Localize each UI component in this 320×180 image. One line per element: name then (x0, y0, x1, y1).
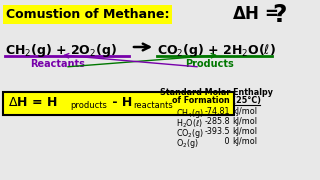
Text: of Formation (25°C): of Formation (25°C) (172, 96, 260, 105)
Text: kJ/mol: kJ/mol (232, 137, 257, 146)
Text: Standard Molar Enthalpy: Standard Molar Enthalpy (159, 88, 273, 97)
Text: kJ/mol: kJ/mol (232, 107, 257, 116)
Text: 0: 0 (212, 137, 230, 146)
Text: CH$_4$(g): CH$_4$(g) (176, 107, 204, 120)
Text: - H: - H (108, 96, 132, 109)
Text: CO$_2$(g): CO$_2$(g) (176, 127, 204, 140)
Text: CH$_2$(g) + 2O$_2$(g): CH$_2$(g) + 2O$_2$(g) (5, 42, 117, 59)
Text: -393.5: -393.5 (204, 127, 230, 136)
Text: O$_2$(g): O$_2$(g) (176, 137, 199, 150)
Text: reactants: reactants (133, 102, 173, 111)
Text: Reactants: Reactants (30, 59, 85, 69)
Text: -285.8: -285.8 (204, 117, 230, 126)
Text: $\Delta$H = H: $\Delta$H = H (8, 96, 57, 109)
Text: -74.81: -74.81 (204, 107, 230, 116)
Text: Products: Products (185, 59, 234, 69)
Text: $\mathbf{\Delta}$H =: $\mathbf{\Delta}$H = (232, 5, 281, 23)
Text: H$_2$O($\ell$): H$_2$O($\ell$) (176, 117, 203, 129)
Text: CO$_2$(g) + 2H$_2$O($\ell$): CO$_2$(g) + 2H$_2$O($\ell$) (157, 42, 276, 59)
FancyBboxPatch shape (3, 91, 234, 114)
Text: products: products (70, 102, 107, 111)
Text: Comustion of Methane:: Comustion of Methane: (6, 8, 170, 21)
Text: kJ/mol: kJ/mol (232, 127, 257, 136)
Text: kJ/mol: kJ/mol (232, 117, 257, 126)
Text: ?: ? (272, 3, 286, 27)
